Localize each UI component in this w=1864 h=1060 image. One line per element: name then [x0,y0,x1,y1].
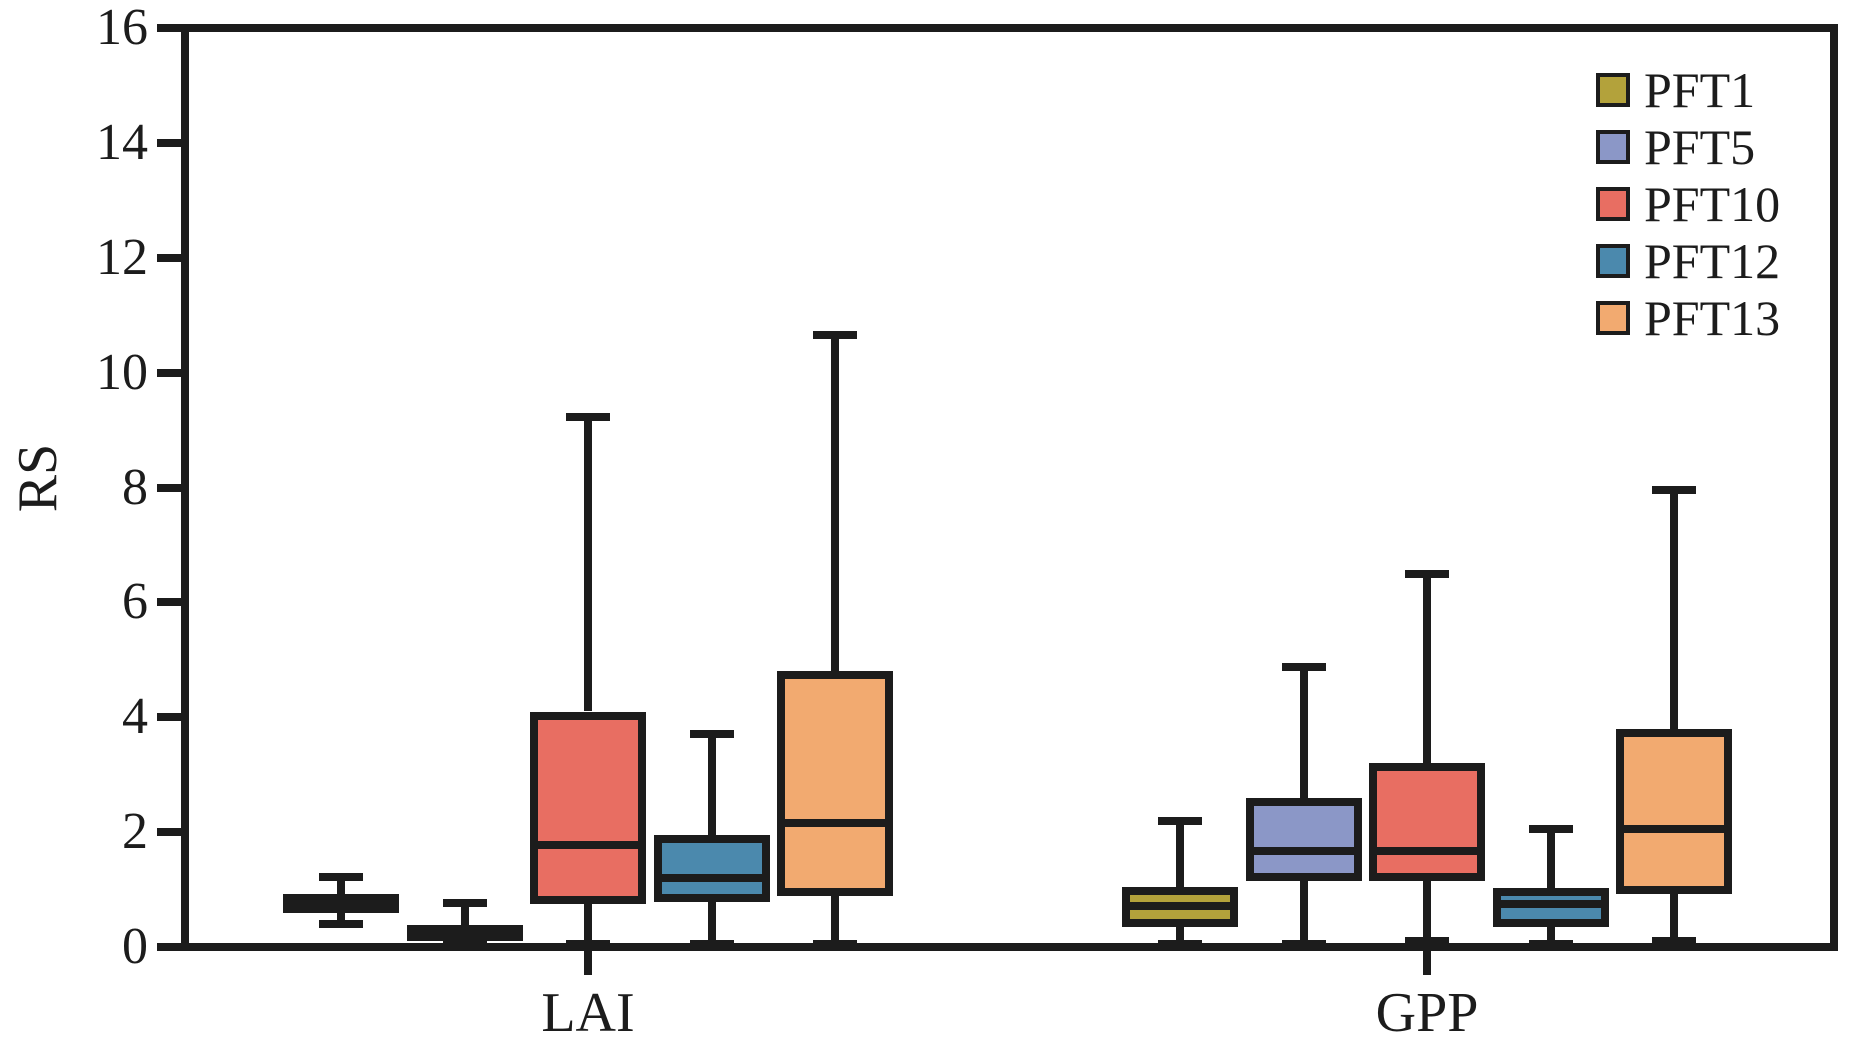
LAI-PFT5-upper-whisker [460,902,469,926]
legend-row-PFT5: PFT5 [1596,118,1780,175]
LAI-PFT12-lower-whisker [707,902,716,945]
LAI-PFT10-lower-cap [566,940,610,949]
GPP-PFT13-lower-cap [1652,937,1696,946]
legend-label-PFT5: PFT5 [1644,118,1756,175]
GPP-PFT5-lower-whisker [1299,880,1308,945]
LAI-PFT12-lower-cap [689,940,734,949]
GPP-PFT12-median [1492,900,1609,909]
y-tick-label-12: 12 [96,228,148,286]
y-tick-2 [157,828,181,837]
GPP-PFT5-median [1245,846,1362,855]
GPP-PFT1-upper-whisker [1176,820,1184,887]
legend-swatch-PFT5 [1596,129,1630,164]
GPP-PFT1-lower-cap [1158,940,1202,949]
x-tick-GPP [1423,951,1431,975]
GPP-PFT5-upper-cap [1281,662,1326,671]
legend-swatch-PFT13 [1596,300,1630,335]
y-tick-12 [157,253,181,262]
LAI-PFT10-box [530,711,646,905]
x-category-label-LAI: LAI [541,982,635,1044]
LAI-PFT1-upper-whisker [337,876,345,895]
LAI-PFT10-upper-whisker [584,416,592,712]
LAI-PFT1-lower-cap [319,920,363,929]
GPP-PFT12-lower-cap [1528,940,1573,949]
GPP-PFT12-upper-cap [1528,825,1573,834]
LAI-PFT1-upper-cap [319,872,363,881]
x-category-label-GPP: GPP [1375,982,1479,1044]
LAI-PFT12-box [653,834,770,903]
GPP-PFT1-upper-cap [1158,816,1202,825]
GPP-PFT5-lower-cap [1281,940,1326,949]
legend-row-PFT1: PFT1 [1596,61,1780,118]
legend-label-PFT10: PFT10 [1644,175,1781,232]
legend-row-PFT13: PFT13 [1596,289,1780,346]
GPP-PFT5-upper-whisker [1299,666,1308,798]
GPP-PFT13-median [1616,825,1732,834]
y-tick-label-6: 6 [122,573,148,631]
GPP-PFT10-box [1369,763,1485,881]
GPP-PFT10-median [1369,847,1485,856]
LAI-PFT5-median [406,930,523,939]
GPP-PFT1-lower-whisker [1176,926,1184,945]
y-tick-14 [157,138,181,147]
y-tick-label-16: 16 [96,0,148,56]
GPP-PFT12-upper-whisker [1546,829,1555,888]
legend-row-PFT10: PFT10 [1596,175,1780,232]
GPP-PFT5-box [1245,797,1362,881]
y-tick-6 [157,598,181,607]
GPP-PFT10-lower-cap [1405,937,1449,946]
legend-row-PFT12: PFT12 [1596,232,1780,289]
LAI-PFT1-median [283,899,399,908]
legend-swatch-PFT12 [1596,243,1630,278]
y-tick-label-8: 8 [122,458,148,516]
y-tick-label-2: 2 [122,803,148,861]
legend-label-PFT13: PFT13 [1644,289,1781,346]
x-tick-LAI [584,951,592,975]
legend-label-PFT12: PFT12 [1644,232,1781,289]
y-tick-label-0: 0 [122,918,148,975]
y-tick-label-14: 14 [96,113,148,171]
y-tick-8 [157,483,181,492]
LAI-PFT5-lower-cap [442,941,487,950]
legend-swatch-PFT1 [1596,72,1630,107]
legend-swatch-PFT10 [1596,186,1630,221]
LAI-PFT13-lower-whisker [831,896,839,945]
y-tick-4 [157,713,181,722]
legend: PFT1 PFT5 PFT10 PFT12 PFT13 [1596,61,1780,346]
y-tick-label-10: 10 [96,343,148,401]
GPP-PFT13-lower-whisker [1670,894,1678,942]
y-tick-10 [157,368,181,377]
plot-frame [181,24,1838,951]
LAI-PFT13-lower-cap [813,940,857,949]
LAI-PFT12-upper-cap [689,730,734,739]
LAI-PFT12-upper-whisker [707,734,716,835]
LAI-PFT10-lower-whisker [584,904,592,945]
GPP-PFT13-box [1616,728,1732,895]
legend-label-PFT1: PFT1 [1644,61,1756,118]
y-tick-16 [157,24,181,32]
y-tick-0 [157,943,181,951]
GPP-PFT13-upper-whisker [1670,490,1678,729]
y-tick-label-4: 4 [122,688,148,746]
LAI-PFT13-upper-whisker [831,335,839,672]
LAI-PFT5-upper-cap [442,898,487,907]
GPP-PFT10-lower-whisker [1423,880,1431,942]
LAI-PFT1-lower-whisker [337,912,345,925]
GPP-PFT10-upper-whisker [1423,573,1431,764]
GPP-PFT13-upper-cap [1652,486,1696,495]
LAI-PFT13-box [777,671,893,897]
LAI-PFT13-upper-cap [813,331,857,340]
LAI-PFT10-median [530,840,646,849]
LAI-PFT12-median [653,873,770,882]
GPP-PFT12-lower-whisker [1546,926,1555,945]
GPP-PFT10-upper-cap [1405,569,1449,578]
LAI-PFT13-median [777,818,893,827]
GPP-PFT1-median [1122,901,1238,910]
LAI-PFT10-upper-cap [566,412,610,421]
